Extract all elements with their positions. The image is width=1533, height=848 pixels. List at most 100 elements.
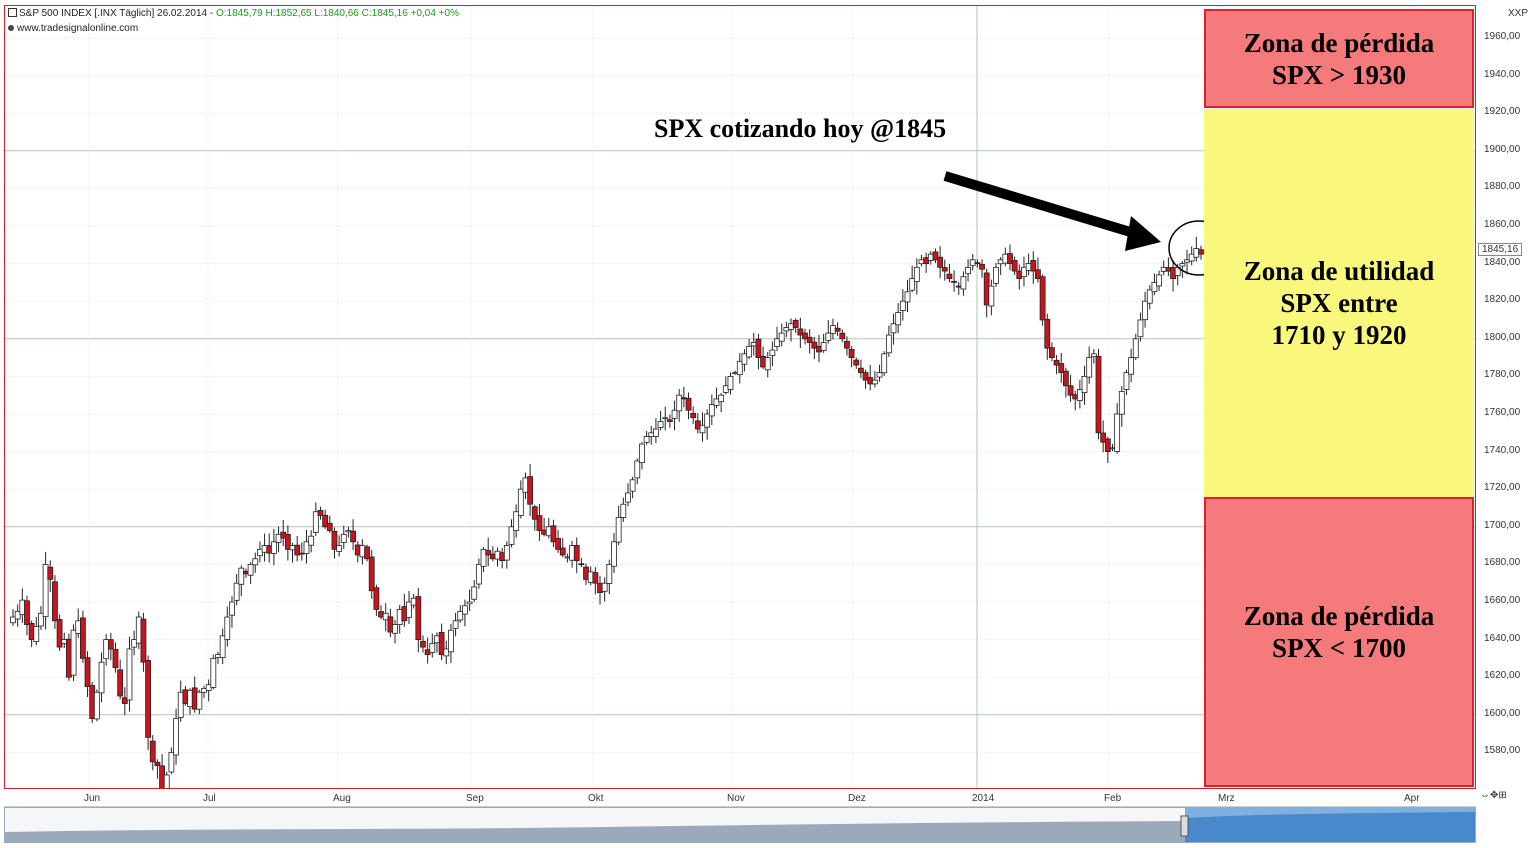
candle-up bbox=[345, 530, 352, 533]
candle-down bbox=[694, 420, 701, 430]
candle-down bbox=[294, 544, 301, 556]
source-url[interactable]: www.tradesignalonline.com bbox=[17, 23, 139, 34]
y-tick-label: 1940,00 bbox=[1484, 68, 1521, 80]
x-tick-label: Feb bbox=[1104, 793, 1122, 804]
candle-up bbox=[340, 533, 347, 543]
candle-up bbox=[997, 259, 1004, 265]
x-axis-bar bbox=[4, 789, 1476, 807]
candle-up bbox=[196, 691, 203, 710]
candle-up bbox=[233, 582, 240, 601]
y-tick-label: 1860,00 bbox=[1484, 218, 1521, 230]
candle-down bbox=[937, 256, 944, 268]
candle-up bbox=[611, 541, 617, 567]
x-tick-label: Aug bbox=[333, 793, 351, 804]
candle-up bbox=[173, 718, 179, 756]
candle-down bbox=[541, 529, 548, 535]
chart-settings-icon[interactable] bbox=[8, 8, 17, 17]
candle-up bbox=[131, 639, 138, 648]
candle-up bbox=[135, 616, 142, 644]
candle-up bbox=[639, 443, 645, 464]
candle-up bbox=[1128, 357, 1135, 375]
candle-down bbox=[438, 631, 445, 656]
candle-up bbox=[1021, 266, 1027, 278]
candle-up bbox=[210, 657, 217, 688]
candle-down bbox=[298, 552, 305, 555]
profit-zone-range: SPX entre bbox=[1280, 288, 1398, 318]
candle-up bbox=[783, 327, 790, 332]
candle-down bbox=[331, 530, 338, 550]
candle-down bbox=[182, 689, 189, 704]
candle-up bbox=[336, 545, 343, 552]
candle-down bbox=[1049, 347, 1055, 358]
x-tick-label: Dez bbox=[848, 793, 866, 804]
navigator-handle[interactable] bbox=[1180, 815, 1189, 837]
annotation-arrow-shaft bbox=[943, 171, 1139, 239]
y-tick-label: 1720,00 bbox=[1484, 482, 1521, 494]
candle-up bbox=[466, 601, 473, 605]
candle-up bbox=[70, 629, 77, 676]
candle-down bbox=[1058, 363, 1065, 374]
candle-up bbox=[1179, 263, 1186, 267]
candle-down bbox=[84, 657, 91, 687]
candle-down bbox=[932, 251, 939, 261]
candle-up bbox=[448, 629, 454, 653]
candle-up bbox=[517, 488, 524, 516]
candle-up bbox=[545, 526, 552, 537]
candle-up bbox=[825, 332, 832, 341]
candle-up bbox=[778, 332, 785, 342]
candle-up bbox=[1090, 353, 1097, 358]
candle-up bbox=[508, 526, 515, 545]
candle-up bbox=[1193, 248, 1200, 258]
y-tick-label: 1920,00 bbox=[1484, 106, 1521, 118]
candle-down bbox=[1104, 438, 1111, 452]
candle-down bbox=[354, 544, 361, 556]
candle-down bbox=[858, 367, 864, 374]
candle-up bbox=[764, 357, 771, 371]
candle-up bbox=[168, 751, 175, 773]
candle-down bbox=[159, 765, 165, 788]
y-tick-label: 1600,00 bbox=[1484, 707, 1521, 719]
candle-up bbox=[312, 511, 319, 533]
candle-up bbox=[871, 379, 878, 385]
candle-up bbox=[653, 428, 659, 437]
candle-down bbox=[243, 570, 249, 575]
time-navigator[interactable] bbox=[4, 807, 1476, 843]
candle-down bbox=[284, 533, 291, 550]
candle-up bbox=[1114, 413, 1121, 452]
candle-down bbox=[1030, 259, 1037, 272]
navigator-controls-icon[interactable]: ⇔✥⊞ bbox=[1480, 790, 1507, 801]
candle-up bbox=[19, 599, 26, 615]
candle-down bbox=[550, 525, 557, 543]
x-tick-label: Jun bbox=[84, 793, 101, 804]
candle-up bbox=[881, 353, 888, 374]
candle-up bbox=[713, 398, 720, 406]
candle-down bbox=[1095, 355, 1102, 434]
candle-up bbox=[820, 342, 827, 351]
symbol-line: S&P 500 INDEX [.INX Täglich] 26.02.2014 … bbox=[19, 8, 216, 19]
candle-down bbox=[806, 336, 813, 343]
candle-down bbox=[373, 587, 380, 610]
candle-down bbox=[56, 619, 63, 648]
candle-up bbox=[965, 266, 971, 275]
loss-zone-bottom-title: Zona de pérdida bbox=[1243, 601, 1435, 631]
candle-up bbox=[247, 563, 254, 576]
y-tick-label: 1780,00 bbox=[1484, 369, 1521, 381]
last-price-tag: 1845,16 bbox=[1478, 243, 1523, 256]
loss-zone-top-range: SPX > 1930 bbox=[1272, 59, 1406, 90]
candle-up bbox=[988, 285, 995, 307]
annotation-text: SPX cotizando hoy @1845 bbox=[654, 114, 947, 143]
candle-down bbox=[79, 617, 86, 659]
candle-up bbox=[229, 601, 235, 616]
candle-down bbox=[983, 272, 990, 306]
candle-down bbox=[112, 648, 119, 669]
candle-up bbox=[904, 291, 911, 303]
candle-up bbox=[615, 516, 622, 543]
candle-down bbox=[415, 596, 422, 640]
globe-icon bbox=[8, 25, 14, 31]
candle-up bbox=[960, 276, 967, 290]
candle-up bbox=[895, 312, 902, 326]
candle-up bbox=[741, 353, 748, 365]
candle-up bbox=[205, 684, 212, 691]
candle-up bbox=[359, 545, 366, 558]
y-tick-label: 1840,00 bbox=[1484, 256, 1521, 268]
